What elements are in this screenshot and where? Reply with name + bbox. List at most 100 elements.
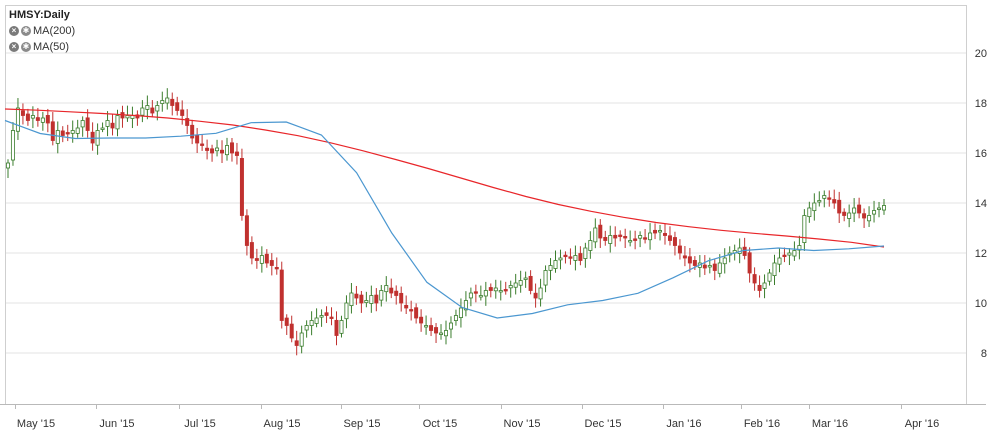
candle [190, 124, 195, 139]
x-tick-label: Mar '16 [812, 418, 848, 430]
x-tick-label: Jan '16 [666, 418, 701, 430]
candle [259, 255, 264, 264]
candle [782, 254, 787, 258]
candle [160, 100, 165, 104]
candle [478, 295, 483, 298]
x-tick-label: Feb '16 [744, 418, 780, 430]
legend-item-ma200[interactable]: × ✱ MA(200) [9, 23, 75, 39]
close-icon[interactable]: × [9, 42, 19, 52]
indicator-lines [4, 108, 885, 319]
candle [279, 269, 284, 321]
candle [175, 102, 180, 111]
candle [349, 292, 354, 307]
candles [6, 88, 887, 356]
candle [777, 257, 782, 265]
candle [772, 262, 777, 276]
candle [215, 147, 220, 152]
candle [692, 260, 697, 266]
candle [90, 131, 95, 144]
candle [677, 245, 682, 254]
candle [50, 121, 55, 141]
candle [598, 224, 603, 239]
candle [633, 238, 638, 241]
candle [498, 290, 503, 293]
candle [424, 325, 429, 328]
candle [150, 107, 155, 114]
candle [195, 134, 200, 144]
candle [274, 267, 279, 270]
candle [394, 290, 399, 296]
x-tick-label: Dec '15 [585, 418, 622, 430]
x-tick-label: Apr '16 [905, 418, 940, 430]
candle [60, 130, 65, 136]
candle [508, 285, 513, 289]
candle [224, 145, 229, 156]
candle [682, 255, 687, 259]
candle [170, 98, 175, 106]
candle [135, 114, 140, 119]
ma200-line [4, 108, 885, 248]
candle [239, 158, 244, 216]
candle [354, 293, 359, 299]
candle [653, 229, 658, 234]
candle [210, 148, 215, 154]
candle [663, 233, 668, 236]
x-tick-label: May '15 [17, 418, 55, 430]
y-tick-label: 18 [975, 98, 987, 110]
candle [707, 265, 712, 268]
candle [787, 252, 792, 256]
candle [513, 282, 518, 288]
candle [822, 195, 827, 199]
candle [105, 120, 110, 127]
candle [374, 294, 379, 304]
candle [503, 289, 508, 292]
candle [702, 264, 707, 269]
candle [289, 323, 294, 339]
candle [384, 285, 389, 293]
candle [244, 215, 249, 246]
candle [812, 202, 817, 212]
candle [40, 117, 45, 123]
candle [872, 210, 877, 215]
gear-icon[interactable]: ✱ [21, 26, 31, 36]
candle [165, 97, 170, 104]
y-tick-label: 14 [975, 198, 987, 210]
candle [608, 235, 613, 244]
candle [757, 284, 762, 291]
candle [100, 127, 105, 130]
legend-item-ma50[interactable]: × ✱ MA(50) [9, 39, 75, 55]
candle [20, 110, 25, 116]
y-tick-label: 12 [975, 248, 987, 260]
candle [583, 247, 588, 259]
candle [458, 307, 463, 318]
candle [324, 312, 329, 316]
candle [434, 327, 439, 334]
candle [249, 242, 254, 259]
candle [463, 300, 468, 311]
candle [80, 120, 85, 128]
candle [443, 330, 448, 337]
candle [309, 320, 314, 326]
candle [842, 211, 847, 216]
candle [65, 132, 70, 135]
legend-label-ma200: MA(200) [33, 25, 76, 37]
candle [115, 115, 120, 130]
candle [399, 292, 404, 304]
candle [667, 235, 672, 241]
close-icon[interactable]: × [9, 26, 19, 36]
x-tick-label: Nov '15 [504, 418, 541, 430]
gear-icon[interactable]: ✱ [21, 42, 31, 52]
candle [314, 317, 319, 324]
candle [85, 117, 90, 131]
gridlines [5, 52, 966, 354]
candle [369, 295, 374, 304]
candle [568, 256, 573, 259]
candle [439, 332, 444, 335]
candle [229, 142, 234, 154]
candle [453, 315, 458, 321]
y-tick-label: 16 [975, 148, 987, 160]
candle [55, 130, 60, 144]
candle [717, 262, 722, 274]
candle [792, 250, 797, 257]
y-axis: 8 10 12 14 16 18 20 [975, 48, 987, 360]
